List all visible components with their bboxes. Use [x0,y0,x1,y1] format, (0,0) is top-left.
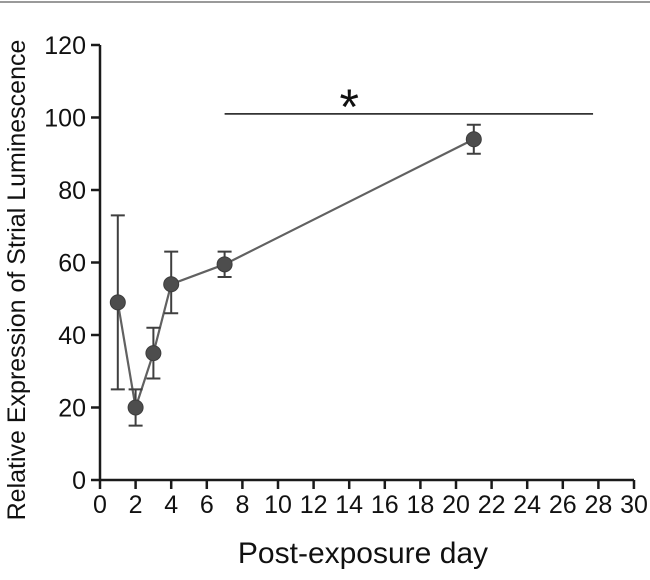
x-tick-label: 30 [620,491,648,519]
x-axis-title: Post-exposure day [238,537,488,570]
significance-asterisk: * [339,79,358,135]
y-tick-label: 40 [58,322,86,350]
y-tick-label: 20 [58,395,86,423]
y-tick-label: 100 [44,105,86,133]
x-tick-label: 24 [513,491,541,519]
data-point [163,276,180,293]
x-tick-label: 14 [335,491,363,519]
y-tick-label: 120 [44,32,86,60]
significance-annotation-layer: * [224,79,594,135]
x-tick-label: 10 [264,491,292,519]
y-tick-label: 0 [72,467,86,495]
data-point [465,131,482,148]
x-tick-label: 28 [584,491,612,519]
x-tick-label: 6 [200,491,214,519]
data-point [216,256,233,273]
y-axis-title: Relative Expression of Strial Luminescen… [3,40,31,521]
y-tick-label: 80 [58,177,86,205]
data-series-layer [109,123,482,427]
x-tick-label: 8 [235,491,249,519]
x-tick-label: 22 [478,491,506,519]
x-tick-label: 0 [93,491,107,519]
x-tick-label: 16 [371,491,399,519]
x-tick-label: 2 [129,491,143,519]
data-point [109,294,126,311]
data-point [145,345,162,362]
x-tick-label: 4 [164,491,178,519]
x-tick-label: 26 [549,491,577,519]
data-point [127,399,144,416]
x-tick-label: 12 [300,491,328,519]
y-tick-label: 60 [58,250,86,278]
x-tick-label: 20 [442,491,470,519]
x-tick-label: 18 [406,491,434,519]
